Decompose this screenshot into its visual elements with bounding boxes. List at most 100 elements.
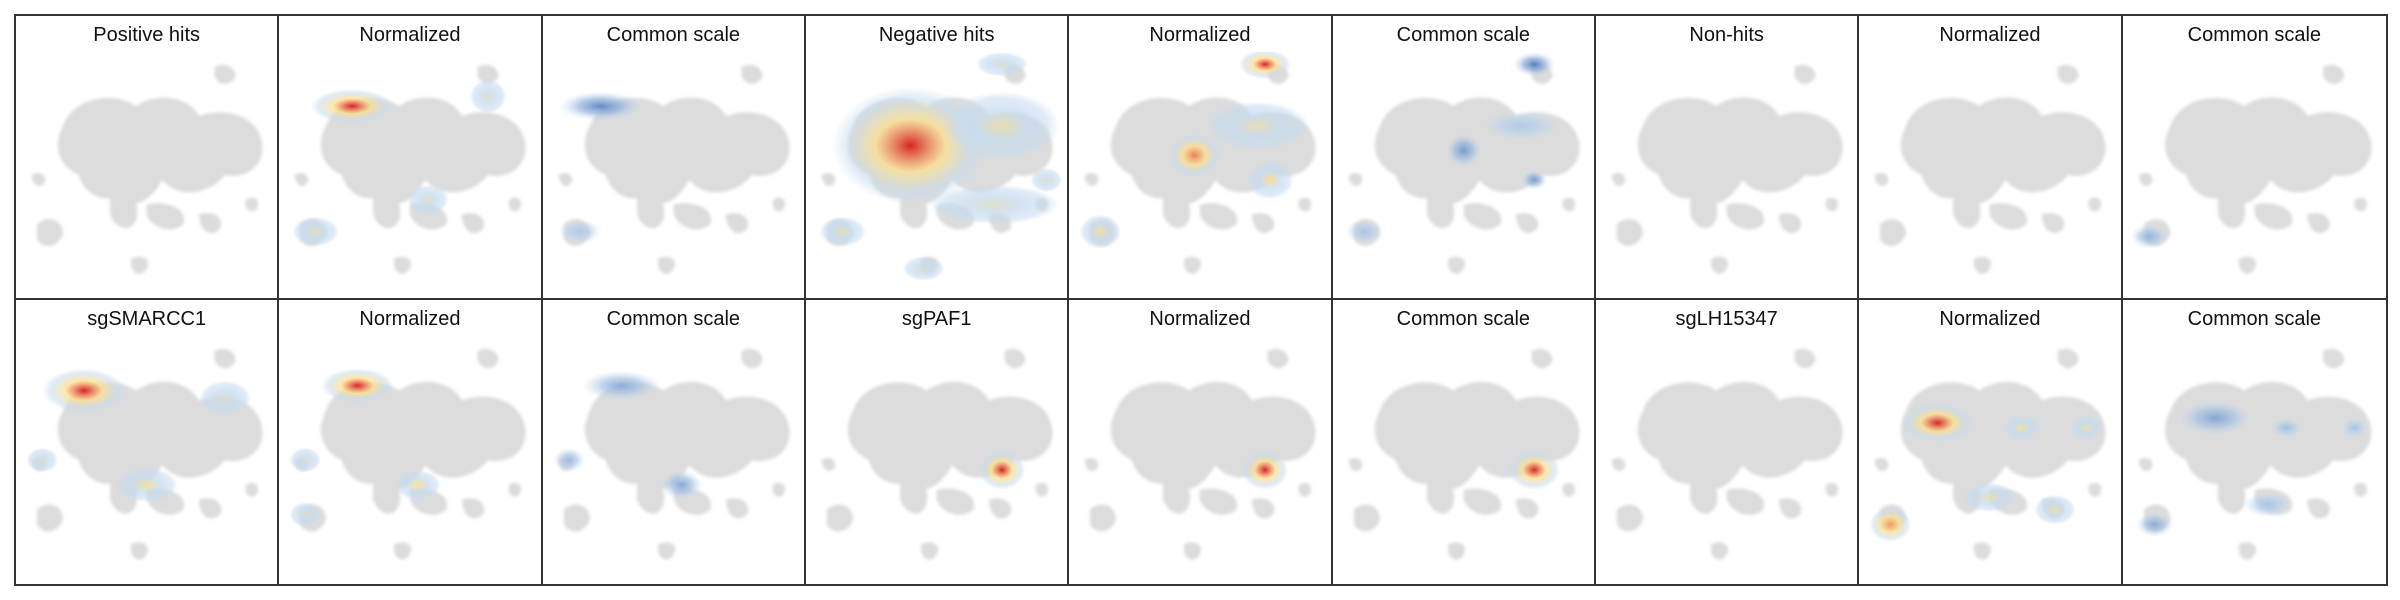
density-hotspot: [2130, 224, 2168, 249]
cell-cluster: [1989, 203, 2028, 230]
density-hotspot: [2341, 417, 2368, 438]
cell-cluster: [2322, 64, 2344, 84]
cell-cluster: [36, 219, 64, 246]
cell-cluster: [821, 458, 836, 472]
panel-title: sgLH15347: [1675, 308, 1778, 330]
density-hotspot: [1445, 133, 1482, 168]
density-hotspot: [2003, 415, 2040, 441]
cell-cluster: [245, 197, 259, 212]
cell-cluster: [1252, 213, 1275, 234]
panel-title: Positive hits: [93, 24, 201, 46]
density-hotspot: [1239, 52, 1292, 80]
cell-cluster: [373, 188, 401, 229]
cell-cluster: [462, 213, 485, 234]
cell-cluster: [1426, 473, 1454, 514]
cell-cluster: [936, 488, 975, 515]
cell-cluster: [2322, 348, 2344, 369]
cell-cluster: [2238, 542, 2256, 560]
panel-title: Normalized: [1149, 24, 1251, 46]
cell-cluster: [636, 188, 664, 229]
embedding-background: [2138, 64, 2372, 274]
density-hotspot: [1168, 133, 1221, 178]
cell-cluster: [2088, 482, 2102, 497]
cell-cluster: [772, 197, 785, 212]
cell-cluster: [1199, 488, 1238, 515]
panel-title: Normalized: [359, 24, 461, 46]
cell-cluster: [741, 64, 763, 84]
embedding-background: [1611, 64, 1843, 274]
cell-cluster: [1690, 188, 1718, 229]
embedding-background: [1085, 348, 1316, 560]
embedding-background: [31, 64, 263, 274]
cell-cluster: [725, 498, 748, 519]
cell-cluster: [1562, 482, 1575, 497]
density-hotspot: [42, 368, 126, 413]
cell-cluster: [988, 498, 1012, 519]
cell-cluster: [1794, 348, 1816, 369]
cell-cluster: [1901, 97, 2106, 204]
cell-cluster: [821, 173, 836, 186]
cell-cluster: [462, 498, 485, 519]
cell-cluster: [1515, 498, 1538, 519]
density-hotspot: [1963, 482, 2017, 513]
heatmap-panel: Negative hits: [806, 16, 1070, 300]
panel-title: Normalized: [1939, 308, 2041, 330]
panel-title: sgSMARCC1: [87, 308, 207, 330]
density-hotspot: [1512, 52, 1555, 77]
panel-title: Common scale: [2187, 308, 2322, 330]
cell-cluster: [321, 381, 526, 490]
heatmap-panel: sgPAF1: [806, 300, 1070, 584]
embedding-background: [821, 348, 1053, 560]
cell-cluster: [900, 473, 928, 514]
density-hotspot: [660, 469, 703, 500]
cell-cluster: [214, 64, 236, 84]
panel-title: Common scale: [606, 24, 741, 46]
cell-cluster: [2138, 458, 2153, 472]
heatmap-panel: Common scale: [2122, 16, 2386, 300]
density-plot: [821, 348, 1053, 560]
density-hotspot: [292, 216, 340, 247]
panel-title: Negative hits: [878, 24, 995, 46]
density-hotspot: [470, 79, 507, 114]
density-hotspot: [394, 469, 442, 500]
density-plot: [26, 348, 263, 560]
cell-cluster: [584, 381, 790, 490]
cell-cluster: [321, 97, 526, 204]
cell-cluster: [2217, 473, 2245, 514]
cell-cluster: [1267, 348, 1289, 369]
cell-cluster: [1085, 173, 1099, 186]
cell-cluster: [1611, 173, 1626, 186]
density-hotspot: [1507, 450, 1561, 490]
cell-cluster: [1348, 458, 1362, 472]
heatmap-panel: Common scale: [2122, 300, 2386, 584]
density-hotspot: [1481, 111, 1561, 141]
cell-cluster: [1463, 488, 1501, 515]
density-hotspot: [581, 370, 661, 401]
cell-cluster: [1726, 203, 1765, 230]
cell-cluster: [1637, 97, 1843, 204]
cell-cluster: [1726, 488, 1765, 515]
density-hotspot: [26, 447, 58, 473]
cell-cluster: [477, 64, 499, 84]
density-plot: [1869, 348, 2106, 560]
cell-cluster: [1463, 203, 1501, 230]
density-hotspot: [321, 368, 395, 403]
density-hotspot: [198, 380, 252, 416]
density-plot: [1348, 348, 1580, 560]
density-hotspot: [1205, 101, 1310, 151]
cell-cluster: [1953, 188, 1981, 229]
cell-cluster: [1974, 542, 1992, 560]
panel-title: Common scale: [606, 308, 741, 330]
cell-cluster: [36, 504, 64, 532]
cell-cluster: [826, 504, 854, 532]
cell-cluster: [1163, 188, 1191, 229]
cell-cluster: [920, 542, 939, 560]
cell-cluster: [2057, 64, 2079, 84]
density-hotspot: [310, 88, 395, 124]
cell-cluster: [2217, 188, 2245, 229]
embedding-background: [1348, 64, 1580, 274]
density-hotspot: [289, 447, 322, 473]
cell-cluster: [584, 97, 790, 204]
cell-cluster: [214, 348, 236, 369]
panel-title: Non-hits: [1689, 24, 1764, 46]
